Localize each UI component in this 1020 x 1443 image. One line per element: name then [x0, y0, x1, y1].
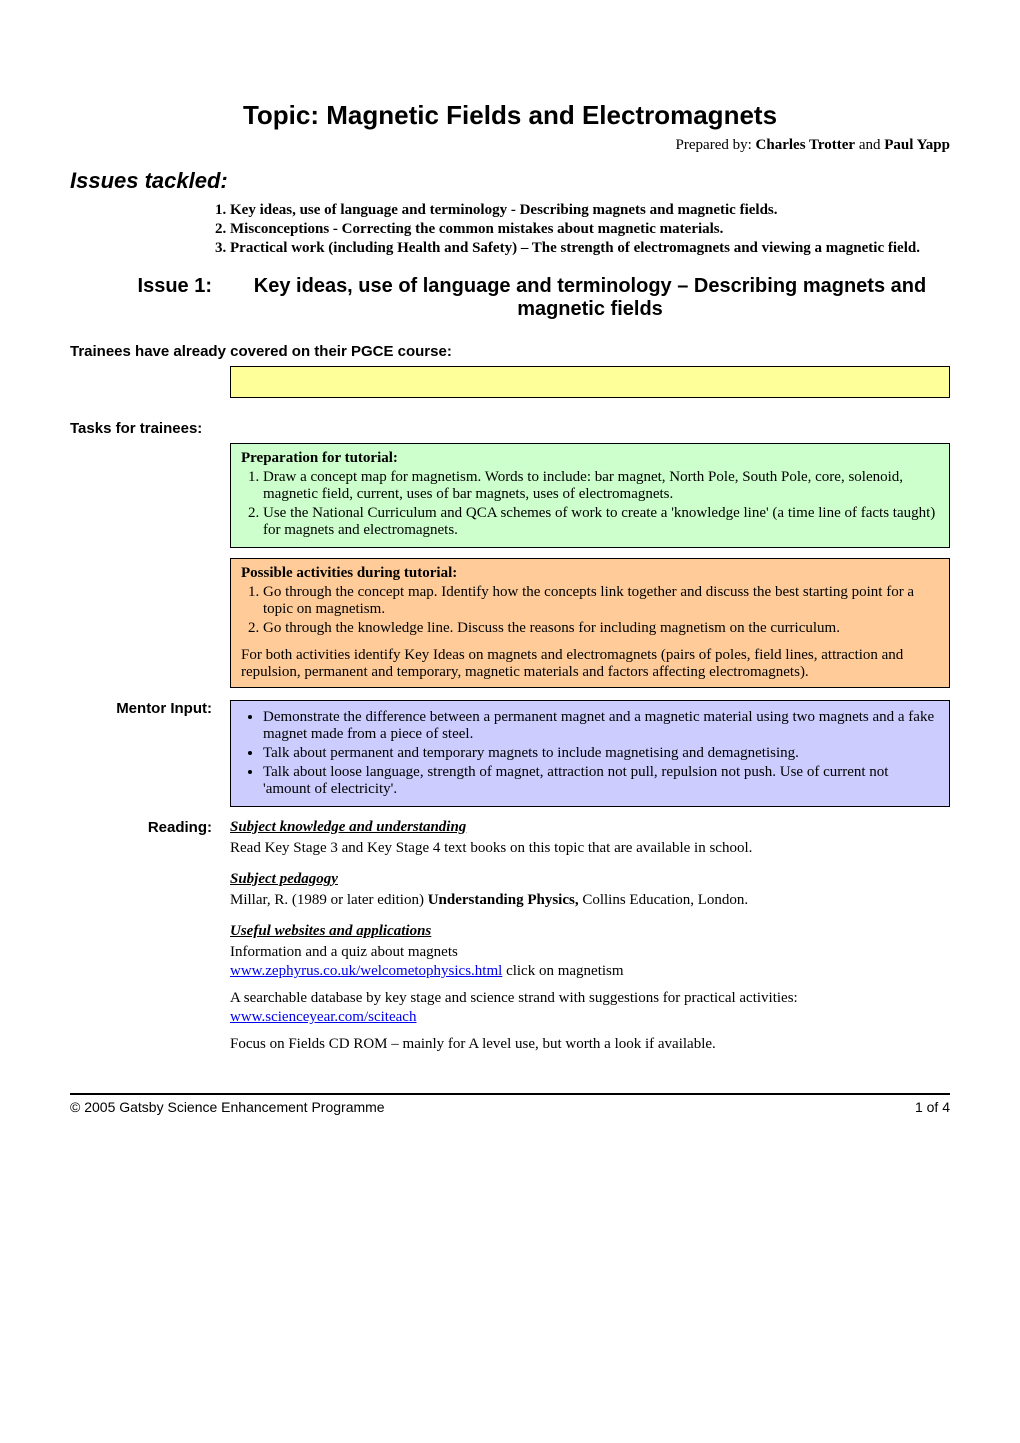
- preparation-box: Preparation for tutorial: Draw a concept…: [230, 443, 950, 548]
- and-text: and: [859, 137, 884, 153]
- tasks-heading: Tasks for trainees:: [70, 420, 950, 437]
- issues-list: Key ideas, use of language and terminolo…: [230, 202, 950, 257]
- possible-activities-item: Go through the knowledge line. Discuss t…: [263, 620, 939, 637]
- issue-1-title: Key ideas, use of language and terminolo…: [230, 275, 950, 321]
- mentor-item: Demonstrate the difference between a per…: [263, 709, 939, 743]
- reading-label: Reading:: [70, 819, 230, 1063]
- mentor-item: Talk about loose language, strength of m…: [263, 764, 939, 798]
- reading-row: Reading: Subject knowledge and understan…: [70, 819, 950, 1063]
- subject-pedagogy-heading: Subject pedagogy: [230, 871, 950, 888]
- trainees-covered-box: [230, 366, 950, 398]
- websites-heading: Useful websites and applications: [230, 923, 950, 940]
- subject-knowledge-heading: Subject knowledge and understanding: [230, 819, 950, 836]
- issue-1-label: Issue 1:: [70, 275, 230, 321]
- websites-line2: A searchable database by key stage and s…: [230, 990, 950, 1007]
- pedagogy-bold: Understanding Physics,: [428, 892, 579, 908]
- websites-line1: Information and a quiz about magnets: [230, 944, 950, 961]
- subject-knowledge-text: Read Key Stage 3 and Key Stage 4 text bo…: [230, 840, 950, 857]
- pedagogy-pre: Millar, R. (1989 or later edition): [230, 892, 428, 908]
- websites-link1-line: www.zephyrus.co.uk/welcometophysics.html…: [230, 963, 950, 980]
- pedagogy-post: Collins Education, London.: [579, 892, 749, 908]
- possible-activities-item: Go through the concept map. Identify how…: [263, 584, 939, 618]
- websites-link1-suffix: click on magnetism: [502, 963, 623, 979]
- reading-content: Subject knowledge and understanding Read…: [230, 819, 950, 1063]
- mentor-label: Mentor Input:: [70, 700, 230, 807]
- preparation-item: Use the National Curriculum and QCA sche…: [263, 505, 939, 539]
- footer-right: 1 of 4: [915, 1099, 950, 1115]
- websites-link2[interactable]: www.scienceyear.com/sciteach: [230, 1009, 416, 1025]
- trainees-covered-heading: Trainees have already covered on their P…: [70, 343, 950, 360]
- issues-list-item: Key ideas, use of language and terminolo…: [230, 202, 950, 219]
- issues-list-item: Practical work (including Health and Saf…: [230, 240, 950, 257]
- preparation-list: Draw a concept map for magnetism. Words …: [263, 469, 939, 539]
- websites-link2-line: www.scienceyear.com/sciteach: [230, 1009, 950, 1026]
- topic-title: Topic: Magnetic Fields and Electromagnet…: [70, 100, 950, 131]
- footer-left: © 2005 Gatsby Science Enhancement Progra…: [70, 1099, 385, 1115]
- mentor-row: Mentor Input: Demonstrate the difference…: [70, 700, 950, 807]
- issue-1-row: Issue 1: Key ideas, use of language and …: [70, 275, 950, 321]
- mentor-list: Demonstrate the difference between a per…: [263, 709, 939, 798]
- prepared-by-label: Prepared by:: [676, 137, 756, 153]
- possible-activities-heading: Possible activities during tutorial:: [241, 565, 939, 582]
- author-2: Paul Yapp: [884, 137, 950, 153]
- issues-list-item: Misconceptions - Correcting the common m…: [230, 221, 950, 238]
- possible-activities-box: Possible activities during tutorial: Go …: [230, 558, 950, 688]
- author-1: Charles Trotter: [756, 137, 856, 153]
- page-footer: © 2005 Gatsby Science Enhancement Progra…: [70, 1093, 950, 1115]
- websites-link1[interactable]: www.zephyrus.co.uk/welcometophysics.html: [230, 963, 502, 979]
- preparation-heading: Preparation for tutorial:: [241, 450, 939, 467]
- subject-pedagogy-text: Millar, R. (1989 or later edition) Under…: [230, 892, 950, 909]
- websites-line3: Focus on Fields CD ROM – mainly for A le…: [230, 1036, 950, 1053]
- preparation-item: Draw a concept map for magnetism. Words …: [263, 469, 939, 503]
- mentor-item: Talk about permanent and temporary magne…: [263, 745, 939, 762]
- possible-activities-footer: For both activities identify Key Ideas o…: [241, 647, 939, 681]
- possible-activities-list: Go through the concept map. Identify how…: [263, 584, 939, 637]
- issues-tackled-heading: Issues tackled:: [70, 168, 950, 194]
- mentor-box: Demonstrate the difference between a per…: [230, 700, 950, 807]
- prepared-by: Prepared by: Charles Trotter and Paul Ya…: [70, 137, 950, 154]
